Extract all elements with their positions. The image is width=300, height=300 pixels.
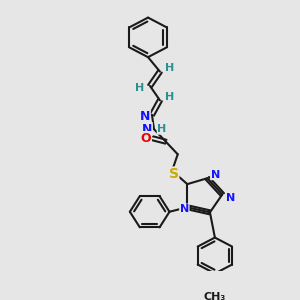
Text: H: H (157, 124, 167, 134)
Text: N: N (226, 193, 235, 203)
Text: CH₃: CH₃ (204, 292, 226, 300)
Text: S: S (169, 167, 179, 181)
Text: N: N (180, 204, 189, 214)
Text: H: H (165, 63, 174, 73)
Text: H: H (136, 83, 145, 93)
Text: N: N (140, 110, 150, 123)
Text: O: O (141, 132, 151, 145)
Text: N: N (211, 169, 220, 180)
Text: N: N (142, 123, 152, 136)
Text: H: H (165, 92, 174, 102)
